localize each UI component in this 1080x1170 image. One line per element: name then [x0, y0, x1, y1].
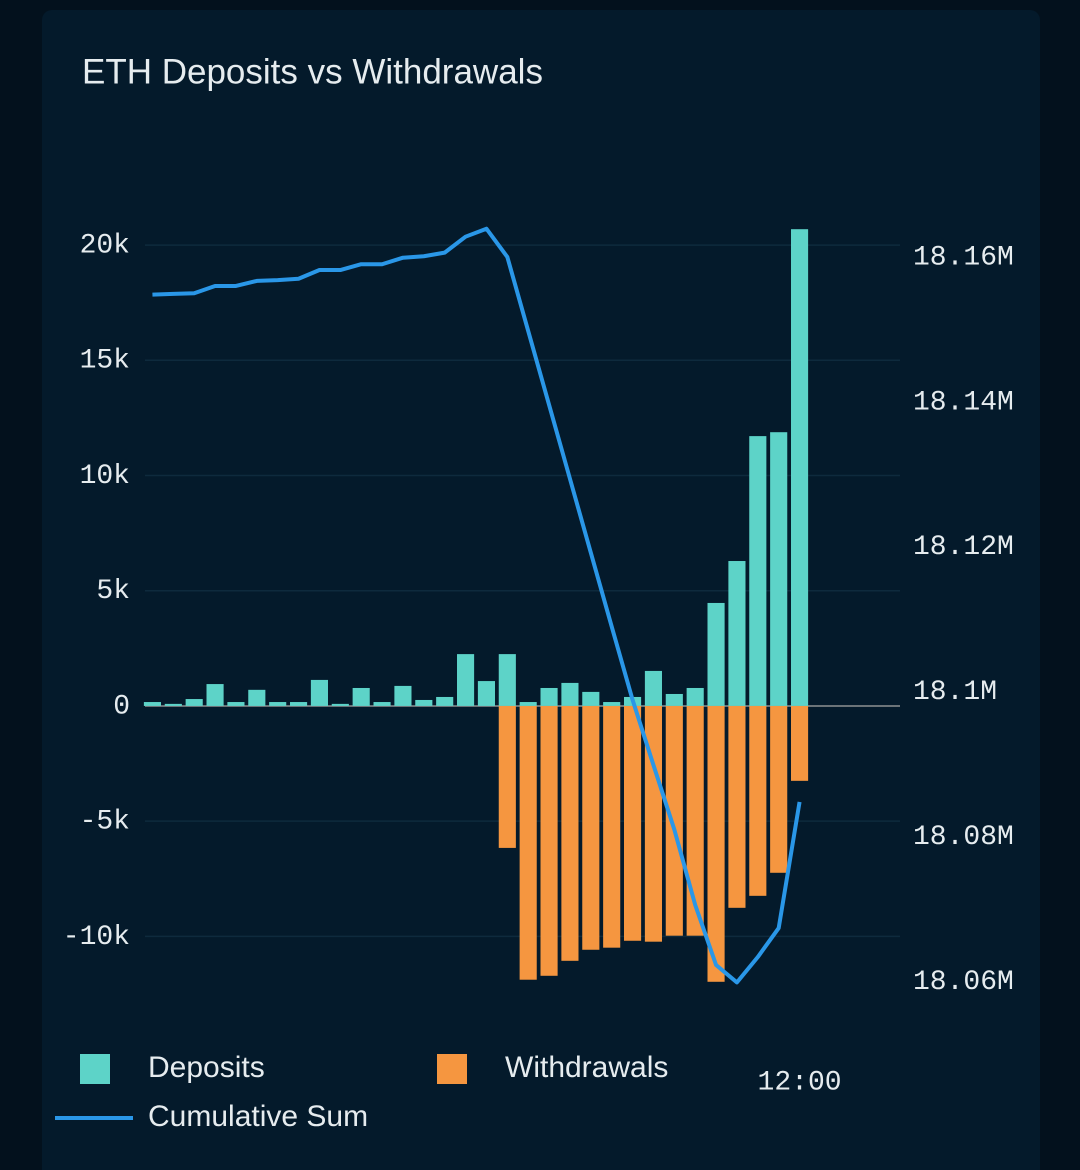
- bar: [310, 679, 328, 706]
- bar: [290, 702, 308, 706]
- bar: [519, 705, 537, 980]
- bar: [540, 705, 558, 976]
- y-tick-label: 10k: [80, 461, 130, 492]
- bar: [644, 670, 662, 706]
- bar: [707, 602, 725, 706]
- legend-label: Withdrawals: [505, 1051, 668, 1084]
- bar: [749, 705, 767, 896]
- bar: [707, 705, 725, 982]
- bar: [770, 432, 788, 706]
- bar: [519, 702, 537, 706]
- bar: [227, 702, 245, 706]
- bar: [331, 703, 349, 706]
- bar: [582, 691, 600, 706]
- bar: [498, 654, 516, 706]
- bar: [603, 705, 621, 948]
- bar: [540, 687, 558, 706]
- y2-tick-label: 18.12M: [913, 532, 1014, 563]
- line: [152, 226, 802, 985]
- legend-label: Cumulative Sum: [148, 1100, 368, 1133]
- bar: [394, 685, 412, 706]
- bar: [582, 705, 600, 950]
- y-tick-label: 0: [113, 691, 130, 722]
- bar: [269, 702, 287, 706]
- y-tick-label: -5k: [80, 807, 130, 838]
- bar: [665, 705, 683, 936]
- bar: [561, 705, 579, 961]
- bar: [498, 705, 516, 848]
- y2-tick-label: 18.06M: [913, 967, 1014, 998]
- legend-label: Deposits: [148, 1051, 265, 1084]
- bar: [791, 705, 809, 781]
- bar: [436, 696, 454, 706]
- bar: [749, 436, 767, 706]
- bar: [415, 699, 433, 706]
- bar: [352, 687, 370, 706]
- bar: [728, 561, 746, 706]
- bar: [164, 703, 182, 706]
- y-tick-label: 20k: [80, 230, 130, 261]
- y-tick-label: 5k: [96, 576, 130, 607]
- y2-tick-label: 18.16M: [913, 242, 1014, 273]
- bar: [686, 687, 704, 706]
- bar: [477, 681, 495, 706]
- bar: [770, 705, 788, 873]
- x-tick-label: 12:00: [758, 1067, 842, 1098]
- legend-swatch: [437, 1054, 467, 1084]
- bar: [791, 229, 809, 706]
- bar: [686, 705, 704, 936]
- bar: [185, 699, 203, 706]
- bar: [603, 702, 621, 706]
- y-tick-label: 15k: [80, 346, 130, 377]
- bar: [373, 702, 391, 706]
- y2-tick-label: 18.08M: [913, 822, 1014, 853]
- legend-swatch: [80, 1054, 110, 1084]
- bar: [665, 693, 683, 706]
- bar: [457, 654, 475, 706]
- bar: [728, 705, 746, 908]
- bar: [644, 705, 662, 942]
- y2-tick-label: 18.1M: [913, 677, 997, 708]
- bar: [624, 705, 642, 941]
- bar: [248, 689, 266, 706]
- chart-title: ETH Deposits vs Withdrawals: [82, 52, 543, 91]
- bar: [206, 684, 224, 706]
- bar: [143, 702, 161, 706]
- bar: [561, 682, 579, 706]
- y-tick-label: -10k: [63, 922, 130, 953]
- y2-tick-label: 18.14M: [913, 387, 1014, 418]
